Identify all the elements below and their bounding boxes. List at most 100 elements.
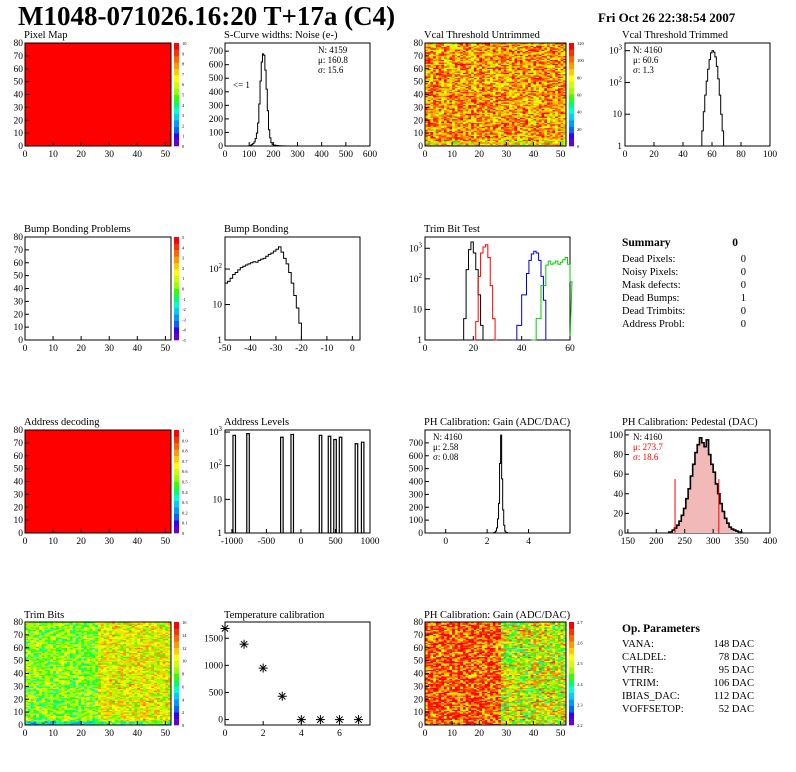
trim-bits-cell: [27, 683, 31, 686]
vcal-untrimmed-cell: [425, 55, 428, 58]
vcal-untrimmed-cell: [495, 66, 499, 68]
vcal-untrimmed-cell: [441, 71, 445, 73]
trim-bits-cell: [41, 664, 45, 666]
vcal-untrimmed-cell: [435, 72, 439, 75]
vcal-untrimmed-cell: [511, 63, 515, 66]
vcal-untrimmed-cell: [430, 71, 434, 73]
vcal-untrimmed-cell: [441, 61, 445, 63]
vcal-untrimmed-cell: [522, 124, 526, 126]
vcal-untrimmed-cell: [525, 68, 529, 71]
trim-bits-cell: [25, 710, 29, 713]
vcal-untrimmed-cell: [560, 61, 564, 63]
vcal-untrimmed-cell: [430, 82, 434, 85]
vcal-untrimmed-cell: [506, 134, 510, 136]
vcal-untrimmed-cell: [509, 57, 512, 59]
trim-bits-cell: [39, 676, 43, 678]
vcal-untrimmed-cell: [533, 124, 537, 126]
trim-bits-cell: [30, 667, 34, 669]
vcal-untrimmed-cell: [468, 89, 472, 91]
vcal-untrimmed-cell: [522, 70, 526, 72]
vcal-untrimmed-cell: [525, 140, 529, 143]
vcal-untrimmed-cell: [430, 104, 434, 107]
vcal-untrimmed-cell: [525, 115, 529, 117]
vcal-untrimmed-cell: [509, 44, 512, 46]
vcal-untrimmed-cell: [457, 93, 461, 95]
vcal-untrimmed-cell: [555, 93, 559, 95]
vcal-untrimmed-cell: [468, 126, 472, 129]
vcal-untrimmed-cell: [511, 59, 515, 62]
vcal-untrimmed-cell: [552, 67, 556, 69]
trim-bits-cell: [33, 717, 37, 719]
vcal-untrimmed-cell: [514, 71, 518, 73]
vcal-untrimmed-cell: [495, 82, 499, 85]
vcal-untrimmed-cell: [481, 144, 485, 147]
vcal-untrimmed-cell: [509, 62, 512, 64]
vcal-untrimmed-cell: [454, 143, 458, 145]
vcal-untrimmed-cell: [533, 44, 537, 46]
vcal-untrimmed-cell: [425, 57, 428, 59]
vcal-untrimmed-cell: [547, 111, 550, 113]
vcal-untrimmed-cell: [530, 115, 534, 117]
trim-bits-cell: [25, 628, 29, 630]
vcal-untrimmed-cell: [544, 85, 548, 87]
vcal-untrimmed-cell: [525, 108, 529, 111]
vcal-untrimmed-cell: [517, 79, 521, 81]
vcal-untrimmed-cell: [430, 59, 434, 62]
vcal-untrimmed-cell: [500, 76, 504, 78]
vcal-untrimmed-cell: [427, 135, 431, 138]
vcal-untrimmed-cell: [522, 144, 526, 147]
vcal-untrimmed-cell: [514, 104, 518, 107]
vcal-untrimmed-cell: [544, 108, 548, 111]
vcal-untrimmed-cell: [533, 133, 537, 135]
vcal-untrimmed-cell: [476, 52, 480, 54]
vcal-untrimmed-cell: [490, 82, 493, 85]
vcal-untrimmed-cell: [443, 85, 447, 87]
vcal-untrimmed-cell: [495, 112, 499, 115]
vcal-untrimmed-cell: [460, 126, 464, 129]
vcal-untrimmed-cell: [498, 142, 502, 144]
trim-bits-cell: [44, 722, 48, 724]
trim-bits-cell: [41, 670, 45, 673]
vcal-untrimmed-cell: [481, 49, 485, 51]
vcal-untrimmed-cell: [479, 144, 483, 147]
vcal-untrimmed-cell: [528, 80, 531, 82]
vcal-untrimmed-cell: [511, 66, 515, 68]
vcal-untrimmed-cell: [519, 89, 523, 91]
trim-bits-cell: [36, 656, 40, 659]
vcal-untrimmed-cell: [519, 77, 523, 80]
vcal-untrimmed-cell: [462, 144, 466, 147]
vcal-untrimmed-cell: [454, 131, 458, 134]
vcal-untrimmed-cell: [555, 127, 559, 130]
trim-bits-cell: [36, 650, 40, 652]
vcal-untrimmed-cell: [522, 58, 526, 60]
vcal-untrimmed-cell: [465, 134, 469, 136]
vcal-untrimmed-cell: [433, 76, 437, 78]
vcal-untrimmed-cell: [462, 113, 466, 116]
vcal-untrimmed-cell: [522, 68, 526, 71]
vcal-untrimmed-cell: [460, 81, 464, 84]
pixel-map-colorbar-cell: [174, 120, 179, 127]
vcal-untrimmed-cell: [465, 122, 469, 125]
vcal-untrimmed-cell: [462, 52, 466, 54]
vcal-untrimmed-cell: [427, 91, 431, 94]
vcal-untrimmed-cell: [454, 115, 458, 117]
vcal-untrimmed-cell: [465, 117, 469, 120]
trim-bits-cell: [30, 683, 34, 686]
vcal-untrimmed-cell: [427, 49, 431, 51]
vcal-untrimmed-cell: [530, 94, 534, 96]
vcal-untrimmed-colorbar-cell: [569, 88, 574, 95]
vcal-untrimmed-cell: [473, 93, 477, 95]
vcal-untrimmed-cell: [560, 120, 564, 122]
vcal-untrimmed-cell: [446, 135, 450, 138]
vcal-untrimmed-cell: [425, 118, 428, 121]
vcal-untrimmed-cell: [481, 121, 485, 124]
vcal-untrimmed-cell: [536, 118, 540, 121]
vcal-untrimmed-cell: [557, 129, 561, 131]
vcal-untrimmed-cell: [425, 91, 428, 94]
vcal-untrimmed-cell: [517, 53, 521, 55]
vcal-untrimmed-cell: [495, 139, 499, 142]
vcal-untrimmed-cell: [454, 71, 458, 73]
vcal-untrimmed-cell: [427, 54, 431, 57]
vcal-untrimmed-cell: [430, 61, 434, 63]
vcal-untrimmed-cell: [487, 75, 491, 77]
